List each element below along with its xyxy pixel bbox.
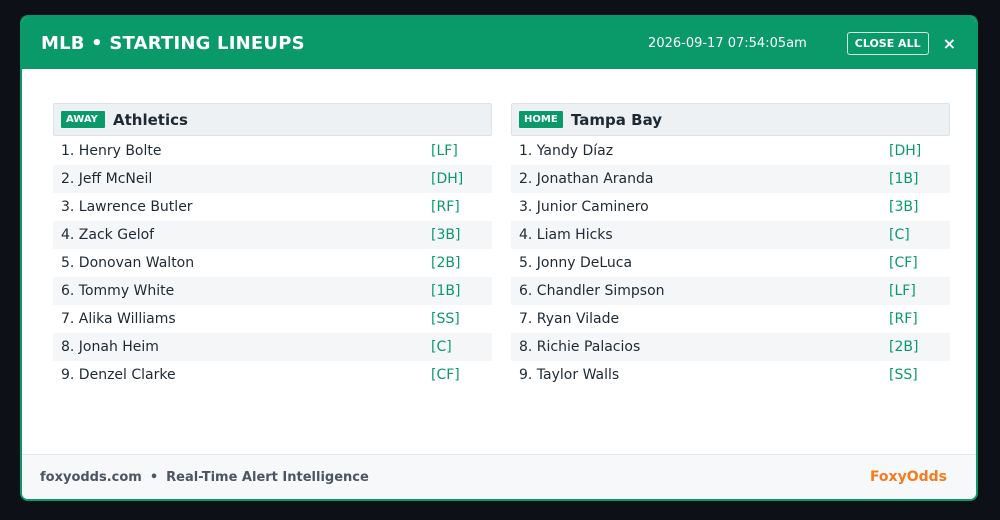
away-lineup-row: 5. Donovan Walton [2B] bbox=[53, 249, 492, 277]
player-name: 1. Henry Bolte bbox=[61, 143, 162, 159]
player-name: 1. Yandy Díaz bbox=[519, 143, 614, 159]
player-position: [RF] bbox=[889, 311, 918, 327]
home-team-header: HOME Tampa Bay bbox=[511, 103, 950, 136]
player-position: [CF] bbox=[431, 367, 460, 383]
close-all-button[interactable]: CLOSE ALL bbox=[846, 31, 929, 55]
player-position: [RF] bbox=[431, 199, 460, 215]
player-name: 3. Lawrence Butler bbox=[61, 199, 193, 215]
away-lineup-row: 8. Jonah Heim [C] bbox=[53, 333, 492, 361]
player-position: [3B] bbox=[889, 199, 919, 215]
away-badge: AWAY bbox=[61, 111, 105, 128]
home-lineup-row: 8. Richie Palacios [2B] bbox=[511, 333, 950, 361]
home-lineup-row: 2. Jonathan Aranda [1B] bbox=[511, 165, 950, 193]
player-position: [3B] bbox=[431, 227, 461, 243]
player-position: [CF] bbox=[889, 255, 918, 271]
away-lineup-row: 6. Tommy White [1B] bbox=[53, 277, 492, 305]
lineups-modal: MLB • STARTING LINEUPS 2026-09-17 07:54:… bbox=[20, 15, 978, 501]
away-lineup-row: 4. Zack Gelof [3B] bbox=[53, 221, 492, 249]
player-name: 6. Chandler Simpson bbox=[519, 283, 665, 299]
away-team-header: AWAY Athletics bbox=[53, 103, 492, 136]
modal-body: AWAY Athletics 1. Henry Bolte [LF] 2. Jeff… bbox=[22, 69, 976, 461]
player-name: 7. Alika Williams bbox=[61, 311, 176, 327]
footer-brand: FoxyOdds bbox=[869, 469, 947, 485]
footer-separator: • bbox=[149, 469, 159, 485]
home-lineup-row: 9. Taylor Walls [SS] bbox=[511, 361, 950, 389]
home-lineup-row: 7. Ryan Vilade [RF] bbox=[511, 305, 950, 333]
player-position: [SS] bbox=[431, 311, 460, 327]
player-name: 7. Ryan Vilade bbox=[519, 311, 620, 327]
player-name: 9. Denzel Clarke bbox=[61, 367, 176, 383]
home-lineup-row: 6. Chandler Simpson [LF] bbox=[511, 277, 950, 305]
footer-tagline: Real-Time Alert Intelligence bbox=[166, 469, 369, 485]
away-lineup-row: 7. Alika Williams [SS] bbox=[53, 305, 492, 333]
away-lineup-list: 1. Henry Bolte [LF] 2. Jeff McNeil [DH] 3. L… bbox=[53, 137, 492, 389]
player-name: 8. Richie Palacios bbox=[519, 339, 641, 355]
player-position: [DH] bbox=[889, 143, 922, 159]
player-position: [DH] bbox=[431, 171, 464, 187]
player-name: 5. Donovan Walton bbox=[61, 255, 195, 271]
modal-title: MLB • STARTING LINEUPS bbox=[41, 32, 305, 54]
away-team-name: Athletics bbox=[113, 110, 188, 129]
home-lineup-row: 3. Junior Caminero [3B] bbox=[511, 193, 950, 221]
player-name: 2. Jeff McNeil bbox=[61, 171, 153, 187]
player-position: [2B] bbox=[889, 339, 919, 355]
close-icon[interactable]: × bbox=[942, 33, 956, 53]
player-name: 2. Jonathan Aranda bbox=[519, 171, 654, 187]
player-position: [SS] bbox=[889, 367, 918, 383]
player-position: [2B] bbox=[431, 255, 461, 271]
player-position: [1B] bbox=[889, 171, 919, 187]
home-badge: HOME bbox=[519, 111, 563, 128]
player-name: 3. Junior Caminero bbox=[519, 199, 649, 215]
away-lineup-row: 2. Jeff McNeil [DH] bbox=[53, 165, 492, 193]
away-lineup-row: 9. Denzel Clarke [CF] bbox=[53, 361, 492, 389]
player-position: [LF] bbox=[431, 143, 458, 159]
player-name: 4. Liam Hicks bbox=[519, 227, 613, 243]
home-lineup-row: 4. Liam Hicks [C] bbox=[511, 221, 950, 249]
player-position: [C] bbox=[431, 339, 452, 355]
player-position: [LF] bbox=[889, 283, 916, 299]
timestamp: 2026-09-17 07:54:05am bbox=[648, 35, 807, 51]
player-position: [C] bbox=[889, 227, 910, 243]
home-lineup-row: 1. Yandy Díaz [DH] bbox=[511, 137, 950, 165]
modal-header: MLB • STARTING LINEUPS 2026-09-17 07:54:… bbox=[22, 17, 976, 69]
footer-site: foxyodds.com bbox=[40, 469, 142, 485]
player-name: 6. Tommy White bbox=[61, 283, 175, 299]
player-name: 4. Zack Gelof bbox=[61, 227, 155, 243]
away-team-panel: AWAY Athletics 1. Henry Bolte [LF] 2. Jeff… bbox=[53, 103, 492, 389]
home-lineup-list: 1. Yandy Díaz [DH] 2. Jonathan Aranda [1B] 3… bbox=[511, 137, 950, 389]
home-lineup-row: 5. Jonny DeLuca [CF] bbox=[511, 249, 950, 277]
modal-footer: foxyodds.com • Real-Time Alert Intellige… bbox=[22, 454, 976, 499]
home-team-name: Tampa Bay bbox=[571, 110, 663, 129]
away-lineup-row: 3. Lawrence Butler [RF] bbox=[53, 193, 492, 221]
player-name: 5. Jonny DeLuca bbox=[519, 255, 633, 271]
player-position: [1B] bbox=[431, 283, 461, 299]
home-team-panel: HOME Tampa Bay 1. Yandy Díaz [DH] 2. Jonat… bbox=[511, 103, 950, 389]
player-name: 9. Taylor Walls bbox=[519, 367, 620, 383]
player-name: 8. Jonah Heim bbox=[61, 339, 159, 355]
away-lineup-row: 1. Henry Bolte [LF] bbox=[53, 137, 492, 165]
